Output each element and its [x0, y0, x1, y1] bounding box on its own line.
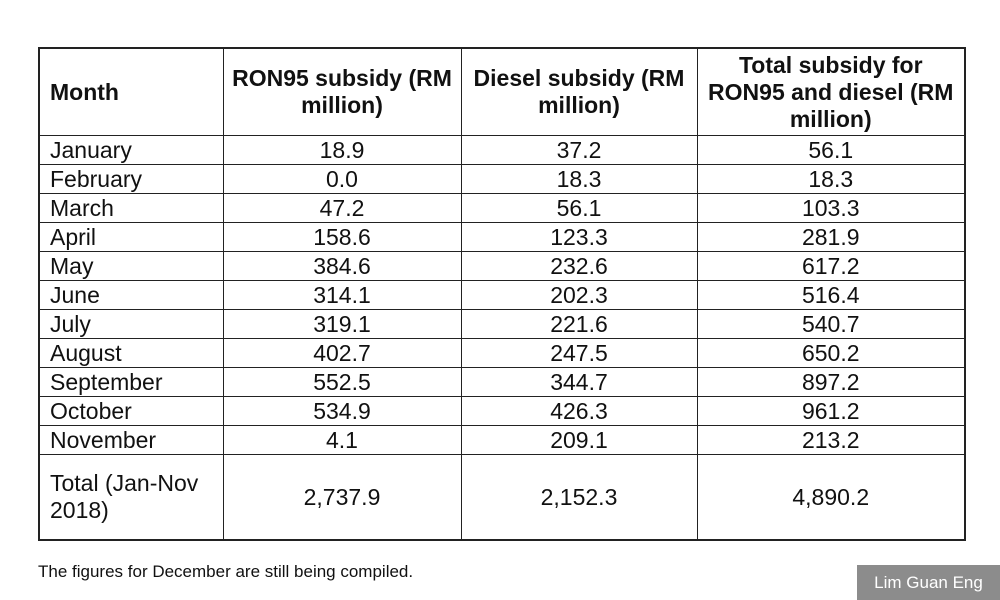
header-diesel-subsidy: Diesel subsidy (RM million)	[460, 47, 698, 136]
table-row: November 4.1 209.1 213.2	[38, 425, 966, 455]
total-cell: 103.3	[696, 193, 966, 223]
total-label-cell: Total (Jan-Nov 2018)	[38, 454, 224, 541]
total-ron95-cell: 2,737.9	[222, 454, 462, 541]
ron95-cell: 0.0	[222, 164, 462, 194]
table-row: February 0.0 18.3 18.3	[38, 164, 966, 194]
diesel-cell: 221.6	[460, 309, 698, 339]
table-row: January 18.9 37.2 56.1	[38, 135, 966, 165]
total-cell: 281.9	[696, 222, 966, 252]
month-cell: January	[38, 135, 224, 165]
ron95-cell: 4.1	[222, 425, 462, 455]
total-cell: 56.1	[696, 135, 966, 165]
total-cell: 540.7	[696, 309, 966, 339]
table-row: July 319.1 221.6 540.7	[38, 309, 966, 339]
diesel-cell: 18.3	[460, 164, 698, 194]
diesel-cell: 232.6	[460, 251, 698, 281]
table-row: August 402.7 247.5 650.2	[38, 338, 966, 368]
ron95-cell: 319.1	[222, 309, 462, 339]
credit-badge: Lim Guan Eng	[857, 565, 1000, 600]
ron95-cell: 314.1	[222, 280, 462, 310]
table-row: September 552.5 344.7 897.2	[38, 367, 966, 397]
total-cell: 897.2	[696, 367, 966, 397]
total-total-cell: 4,890.2	[696, 454, 966, 541]
month-cell: August	[38, 338, 224, 368]
total-cell: 617.2	[696, 251, 966, 281]
ron95-cell: 18.9	[222, 135, 462, 165]
month-cell: July	[38, 309, 224, 339]
month-cell: June	[38, 280, 224, 310]
diesel-cell: 202.3	[460, 280, 698, 310]
table-row: May 384.6 232.6 617.2	[38, 251, 966, 281]
total-diesel-cell: 2,152.3	[460, 454, 698, 541]
table-row: March 47.2 56.1 103.3	[38, 193, 966, 223]
ron95-cell: 47.2	[222, 193, 462, 223]
header-total-subsidy: Total subsidy for RON95 and diesel (RM m…	[696, 47, 966, 136]
subsidy-table: Month RON95 subsidy (RM million) Diesel …	[38, 47, 966, 541]
month-cell: February	[38, 164, 224, 194]
diesel-cell: 123.3	[460, 222, 698, 252]
diesel-cell: 209.1	[460, 425, 698, 455]
diesel-cell: 426.3	[460, 396, 698, 426]
ron95-cell: 402.7	[222, 338, 462, 368]
header-row: Month RON95 subsidy (RM million) Diesel …	[38, 47, 966, 136]
month-cell: October	[38, 396, 224, 426]
header-ron95-subsidy: RON95 subsidy (RM million)	[222, 47, 462, 136]
ron95-cell: 552.5	[222, 367, 462, 397]
month-cell: April	[38, 222, 224, 252]
month-cell: March	[38, 193, 224, 223]
diesel-cell: 344.7	[460, 367, 698, 397]
total-cell: 18.3	[696, 164, 966, 194]
footnote: The figures for December are still being…	[38, 562, 414, 581]
month-cell: November	[38, 425, 224, 455]
month-cell: May	[38, 251, 224, 281]
total-cell: 516.4	[696, 280, 966, 310]
total-cell: 213.2	[696, 425, 966, 455]
total-row: Total (Jan-Nov 2018) 2,737.9 2,152.3 4,8…	[38, 454, 966, 541]
diesel-cell: 37.2	[460, 135, 698, 165]
table-row: April 158.6 123.3 281.9	[38, 222, 966, 252]
table-row: June 314.1 202.3 516.4	[38, 280, 966, 310]
table-row: October 534.9 426.3 961.2	[38, 396, 966, 426]
header-month: Month	[38, 47, 224, 136]
ron95-cell: 534.9	[222, 396, 462, 426]
ron95-cell: 384.6	[222, 251, 462, 281]
diesel-cell: 56.1	[460, 193, 698, 223]
month-cell: September	[38, 367, 224, 397]
total-cell: 650.2	[696, 338, 966, 368]
diesel-cell: 247.5	[460, 338, 698, 368]
ron95-cell: 158.6	[222, 222, 462, 252]
total-cell: 961.2	[696, 396, 966, 426]
